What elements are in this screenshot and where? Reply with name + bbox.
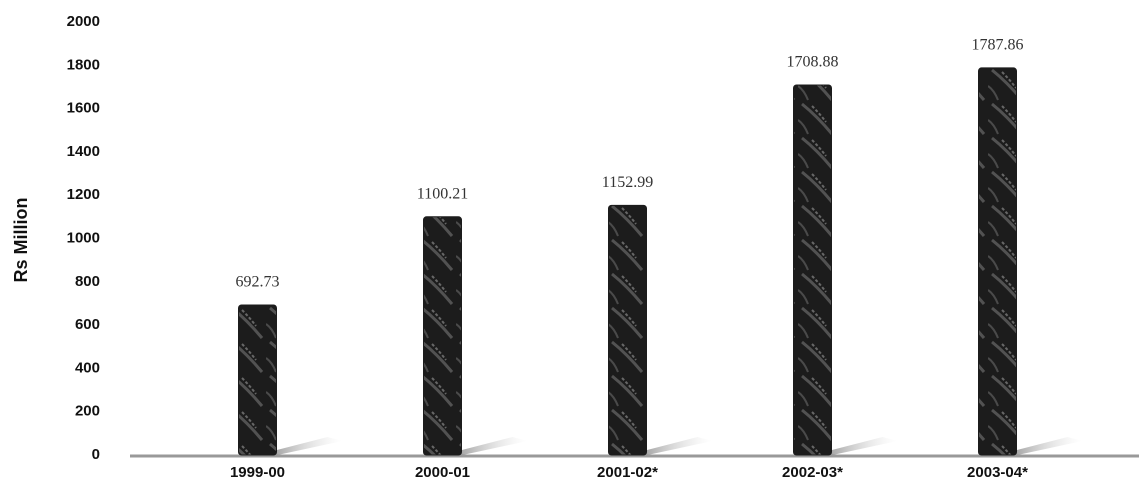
y-tick-label: 1800 bbox=[67, 56, 100, 73]
y-tick-label: 1200 bbox=[67, 186, 100, 203]
value-label: 1787.86 bbox=[972, 37, 1024, 54]
y-axis-title: Rs Million bbox=[11, 198, 31, 283]
value-label: 692.73 bbox=[236, 274, 280, 291]
x-tick-label: 2002-03* bbox=[782, 464, 843, 481]
bar bbox=[978, 67, 1017, 456]
x-tick-label: 1999-00 bbox=[230, 464, 285, 481]
x-tick-label: 2000-01 bbox=[415, 464, 470, 481]
bar-shadow bbox=[997, 437, 1083, 455]
y-tick-label: 1600 bbox=[67, 100, 100, 117]
y-tick-label: 2000 bbox=[67, 13, 100, 30]
bar bbox=[608, 204, 647, 456]
x-tick-label: 2003-04* bbox=[967, 464, 1028, 481]
value-label: 1100.21 bbox=[417, 185, 468, 202]
y-tick-label: 200 bbox=[75, 403, 100, 420]
bar-shadow bbox=[442, 437, 528, 455]
bar bbox=[423, 216, 462, 456]
x-tick-label: 2001-02* bbox=[597, 464, 658, 481]
y-tick-label: 600 bbox=[75, 316, 100, 333]
bar bbox=[793, 84, 832, 456]
bar-shadow bbox=[812, 437, 898, 455]
bar-shadow bbox=[627, 437, 713, 455]
value-label: 1152.99 bbox=[602, 174, 653, 191]
bar bbox=[238, 304, 277, 456]
y-tick-label: 1400 bbox=[67, 143, 100, 160]
y-tick-label: 0 bbox=[92, 446, 100, 463]
y-tick-label: 1000 bbox=[67, 229, 100, 246]
value-label: 1708.88 bbox=[787, 54, 839, 71]
y-tick-label: 800 bbox=[75, 273, 100, 290]
y-tick-label: 400 bbox=[75, 359, 100, 376]
bar-shadow bbox=[257, 437, 343, 455]
